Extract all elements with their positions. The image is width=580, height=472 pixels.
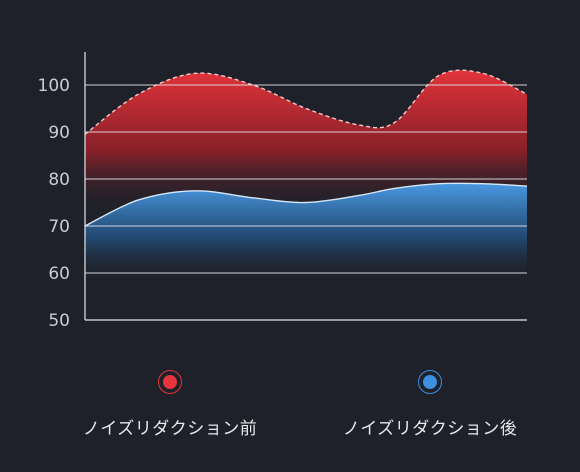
legend-item-after[interactable]: ノイズリダクション後 (320, 362, 540, 439)
legend: ノイズリダクション前 ノイズリダクション後 (0, 362, 580, 442)
y-tick-label: 80 (48, 170, 70, 190)
series-line-1 (84, 182, 528, 227)
legend-dot-after (423, 375, 437, 389)
legend-label-after: ノイズリダクション後 (342, 419, 518, 439)
legend-label-before: ノイズリダクション前 (82, 419, 258, 439)
y-tick-label: 60 (48, 264, 70, 284)
series-line-0 (84, 69, 528, 135)
y-tick-label: 100 (38, 76, 70, 96)
legend-item-before[interactable]: ノイズリダクション前 (60, 362, 280, 439)
y-tick-label: 70 (48, 217, 70, 237)
legend-dot-before (163, 375, 177, 389)
legend-marker-after (418, 370, 442, 394)
chart: 100 90 80 70 60 50 (38, 52, 528, 331)
series-area-1 (85, 183, 527, 283)
y-tick-label: 50 (48, 311, 70, 331)
legend-marker-before (158, 370, 182, 394)
y-tick-label: 90 (48, 123, 70, 143)
series-area-0 (85, 70, 527, 217)
